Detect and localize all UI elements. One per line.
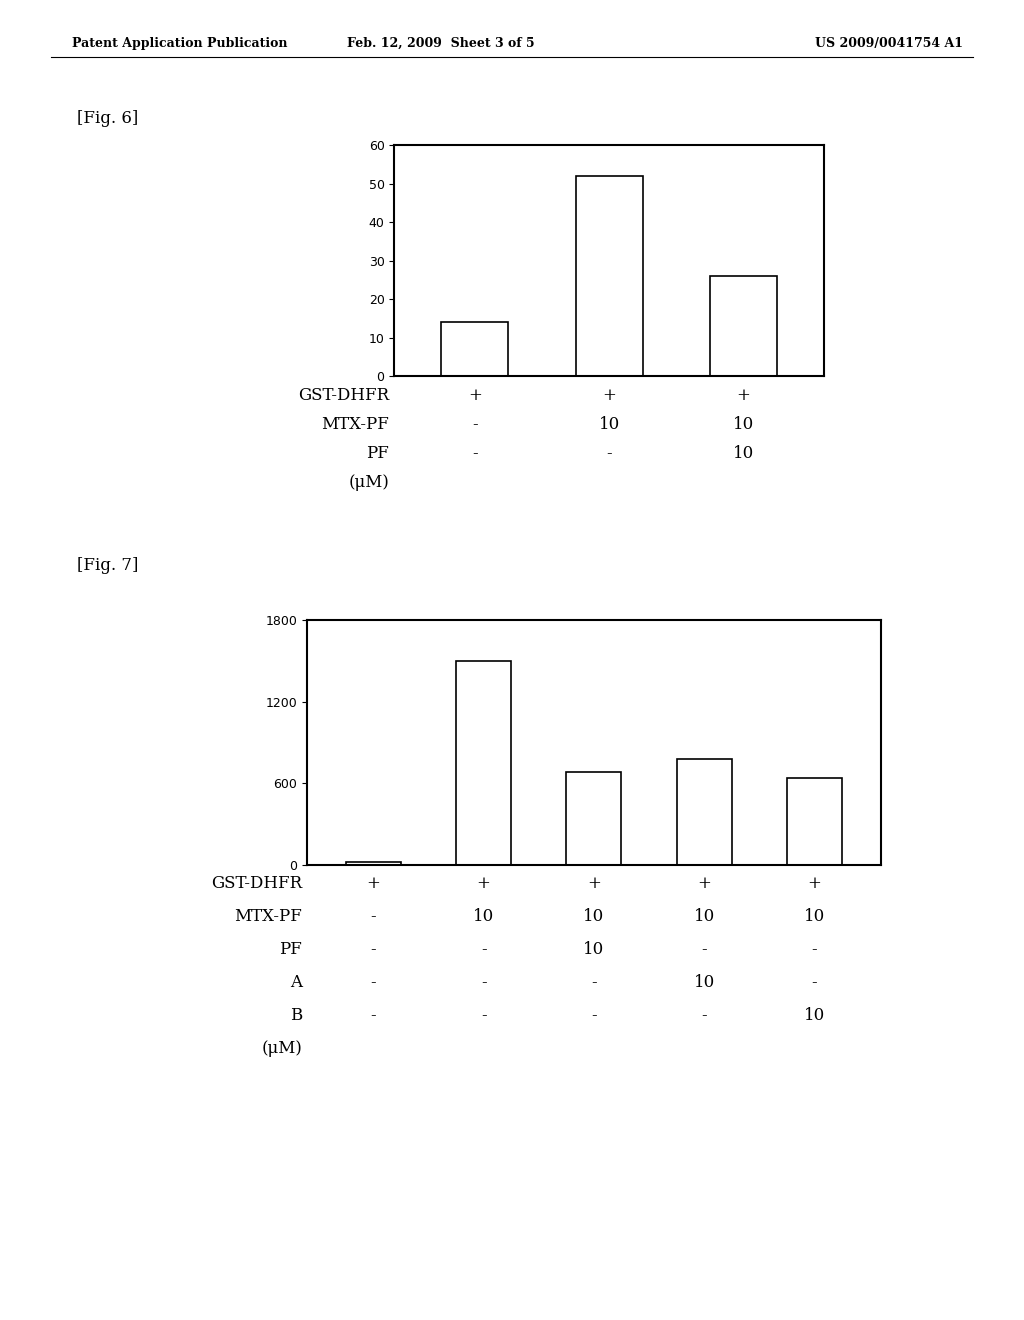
Text: 10: 10 xyxy=(584,941,604,958)
Text: -: - xyxy=(812,974,817,991)
Text: -: - xyxy=(812,941,817,958)
Text: A: A xyxy=(290,974,302,991)
Bar xyxy=(441,322,509,376)
Bar xyxy=(346,862,401,865)
Text: -: - xyxy=(701,1007,707,1024)
Bar xyxy=(566,772,622,865)
Text: 10: 10 xyxy=(733,416,755,433)
Text: -: - xyxy=(606,445,612,462)
Text: (μM): (μM) xyxy=(348,474,389,491)
Text: +: + xyxy=(468,387,482,404)
Text: +: + xyxy=(808,875,821,892)
Bar xyxy=(677,759,732,865)
Text: +: + xyxy=(587,875,601,892)
Text: 10: 10 xyxy=(733,445,755,462)
Text: +: + xyxy=(477,875,490,892)
Text: -: - xyxy=(481,1007,486,1024)
Text: -: - xyxy=(371,908,376,925)
Text: Feb. 12, 2009  Sheet 3 of 5: Feb. 12, 2009 Sheet 3 of 5 xyxy=(346,37,535,50)
Text: Patent Application Publication: Patent Application Publication xyxy=(72,37,287,50)
Bar xyxy=(575,176,643,376)
Bar xyxy=(710,276,777,376)
Text: 10: 10 xyxy=(804,908,825,925)
Text: B: B xyxy=(290,1007,302,1024)
Text: PF: PF xyxy=(367,445,389,462)
Text: MTX-PF: MTX-PF xyxy=(322,416,389,433)
Text: 10: 10 xyxy=(693,974,715,991)
Text: GST-DHFR: GST-DHFR xyxy=(298,387,389,404)
Text: 10: 10 xyxy=(804,1007,825,1024)
Text: +: + xyxy=(602,387,616,404)
Text: -: - xyxy=(481,974,486,991)
Text: US 2009/0041754 A1: US 2009/0041754 A1 xyxy=(814,37,963,50)
Text: -: - xyxy=(371,974,376,991)
Text: 10: 10 xyxy=(473,908,495,925)
Text: -: - xyxy=(472,416,477,433)
Text: 10: 10 xyxy=(693,908,715,925)
Text: -: - xyxy=(481,941,486,958)
Text: 10: 10 xyxy=(584,908,604,925)
Text: -: - xyxy=(591,974,597,991)
Text: -: - xyxy=(591,1007,597,1024)
Text: -: - xyxy=(371,1007,376,1024)
Text: (μM): (μM) xyxy=(261,1040,302,1057)
Bar xyxy=(786,777,842,865)
Text: PF: PF xyxy=(280,941,302,958)
Text: -: - xyxy=(472,445,477,462)
Text: -: - xyxy=(371,941,376,958)
Text: +: + xyxy=(736,387,751,404)
Text: -: - xyxy=(701,941,707,958)
Text: MTX-PF: MTX-PF xyxy=(234,908,302,925)
Bar xyxy=(456,661,511,865)
Text: [Fig. 7]: [Fig. 7] xyxy=(77,557,138,574)
Text: +: + xyxy=(697,875,711,892)
Text: +: + xyxy=(367,875,380,892)
Text: 10: 10 xyxy=(599,416,620,433)
Text: GST-DHFR: GST-DHFR xyxy=(211,875,302,892)
Text: [Fig. 6]: [Fig. 6] xyxy=(77,110,138,127)
